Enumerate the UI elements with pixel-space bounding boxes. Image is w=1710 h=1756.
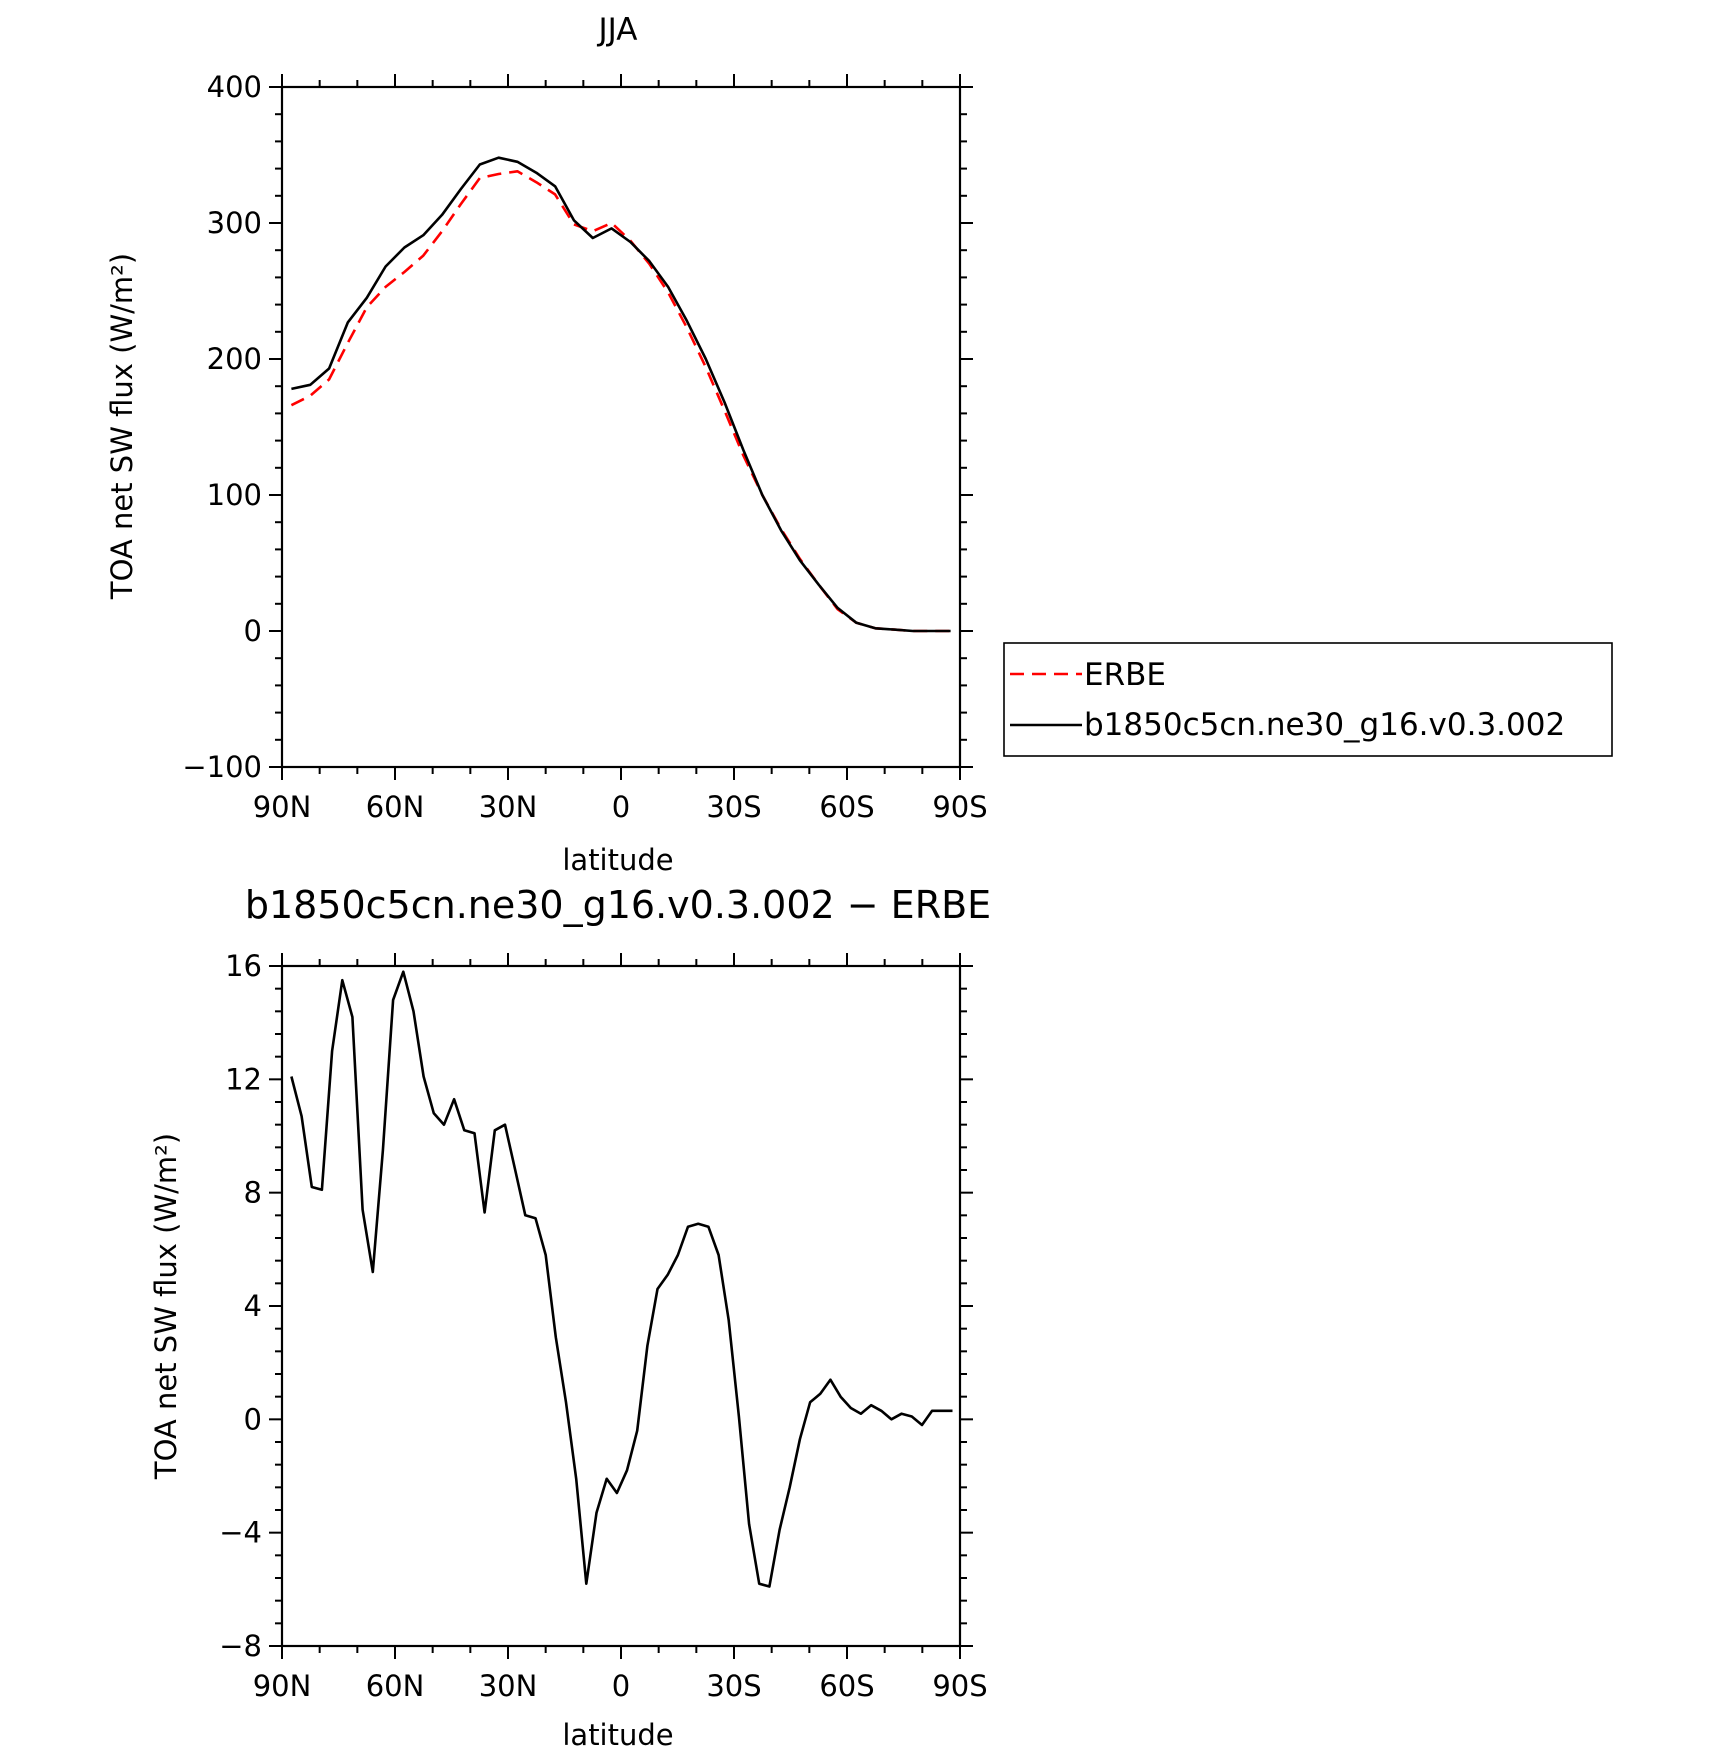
x-tick-label: 90N (253, 790, 312, 824)
x-tick-label: 60N (366, 790, 425, 824)
x-tick-label: 30N (479, 790, 538, 824)
y-tick-label: 4 (244, 1289, 262, 1323)
chart-panel-mean: JJA TOA net SW flux (W/m²) latitude 90N 6… (105, 12, 988, 877)
y-tick-label: 100 (207, 478, 262, 512)
y-tick-label: 12 (225, 1062, 262, 1096)
x-tick-label: 60N (366, 1669, 425, 1703)
y-tick-label: −100 (182, 750, 262, 784)
y-tick-label: 16 (225, 949, 262, 983)
y-tick-label: −8 (219, 1629, 262, 1663)
y-tick-label: 8 (244, 1176, 262, 1210)
x-tick-label: 90N (253, 1669, 312, 1703)
y-tick-label: 400 (207, 70, 262, 104)
y-tick-label: 0 (244, 614, 262, 648)
x-tick-label: 90S (932, 790, 987, 824)
x-tick-label: 30S (706, 1669, 761, 1703)
legend: ERBE b1850c5cn.ne30_g16.v0.3.002 (1003, 642, 1613, 757)
y-tick-label: 200 (207, 342, 262, 376)
plot-frame (280, 85, 962, 769)
x-tick-label: 60S (819, 790, 874, 824)
series-line-erbe (290, 170, 951, 633)
legend-box (1003, 642, 1613, 757)
x-tick-label: 60S (819, 1669, 874, 1703)
series-layer (290, 970, 953, 1588)
y-axis-label: TOA net SW flux (W/m²) (105, 253, 139, 600)
y-tick-label: 0 (244, 1402, 262, 1436)
series-line-b1850c5cn-ne30-g16-v0-3-002 (291, 156, 951, 633)
axis-ticks: 90N 60N 30N 0 30S 60S 90S 16 12 8 4 0 −4 −8 (219, 949, 987, 1703)
x-tick-label: 30S (706, 790, 761, 824)
axis-ticks: 90N 60N 30N 0 30S 60S 90S 400 300 200 100 0 −100 (182, 70, 987, 824)
x-tick-label: 90S (932, 1669, 987, 1703)
plot-frame (280, 964, 962, 1648)
x-axis-label: latitude (562, 1718, 673, 1752)
x-tick-label: 30N (479, 1669, 538, 1703)
chart-title: JJA (597, 12, 638, 48)
y-axis-label: TOA net SW flux (W/m²) (149, 1133, 183, 1480)
legend-label-model: b1850c5cn.ne30_g16.v0.3.002 (1084, 707, 1565, 743)
x-axis-label: latitude (562, 843, 673, 877)
legend-label-erbe: ERBE (1084, 657, 1166, 693)
x-tick-label: 0 (612, 790, 630, 824)
series-layer (290, 156, 951, 633)
y-tick-label: −4 (219, 1516, 262, 1550)
chart-title: b1850c5cn.ne30_g16.v0.3.002 − ERBE (245, 883, 991, 927)
y-tick-label: 300 (207, 206, 262, 240)
x-tick-label: 0 (612, 1669, 630, 1703)
chart-panel-difference: b1850c5cn.ne30_g16.v0.3.002 − ERBE TOA n… (149, 883, 991, 1752)
series-line-difference (290, 970, 953, 1588)
